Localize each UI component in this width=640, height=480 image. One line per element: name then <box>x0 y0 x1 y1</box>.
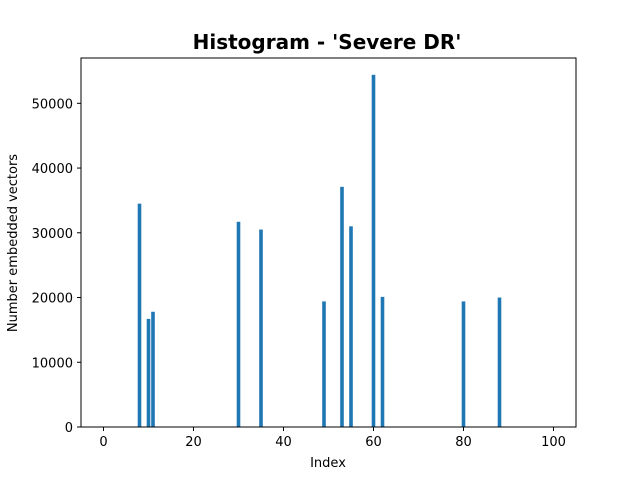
bar-8 <box>137 203 142 427</box>
x-tick-label: 80 <box>455 435 472 450</box>
x-tick-label: 60 <box>365 435 382 450</box>
bar-62 <box>380 296 385 427</box>
x-tick-label: 40 <box>275 435 292 450</box>
bar-10 <box>146 318 151 427</box>
y-tick-label: 40000 <box>32 162 73 177</box>
bar-88 <box>497 297 502 427</box>
bar-49 <box>322 301 326 427</box>
x-axis-ticks: 0 20 40 60 80 100 <box>99 427 566 450</box>
x-tick-label: 100 <box>541 435 566 450</box>
bar-35 <box>259 229 263 427</box>
bar-53 <box>340 186 344 427</box>
bars-group <box>137 74 502 428</box>
y-tick-label: 0 <box>65 421 73 436</box>
x-axis-label: Index <box>310 456 346 471</box>
x-tick-label: 0 <box>99 435 107 450</box>
y-tick-label: 20000 <box>32 292 73 307</box>
y-axis-label: Number embedded vectors <box>6 154 21 332</box>
y-tick-label: 10000 <box>32 356 73 371</box>
bar-30 <box>236 221 241 427</box>
y-axis-ticks: 0 10000 20000 30000 40000 50000 <box>32 97 81 436</box>
bar-60 <box>371 74 376 428</box>
plot-frame <box>80 57 577 428</box>
bar-11 <box>151 311 155 427</box>
bar-80 <box>461 301 466 427</box>
y-tick-label: 50000 <box>32 97 73 112</box>
bar-55 <box>349 226 353 427</box>
y-tick-label: 30000 <box>32 227 73 242</box>
x-tick-label: 20 <box>185 435 202 450</box>
chart-title: Histogram - 'Severe DR' <box>193 30 462 54</box>
